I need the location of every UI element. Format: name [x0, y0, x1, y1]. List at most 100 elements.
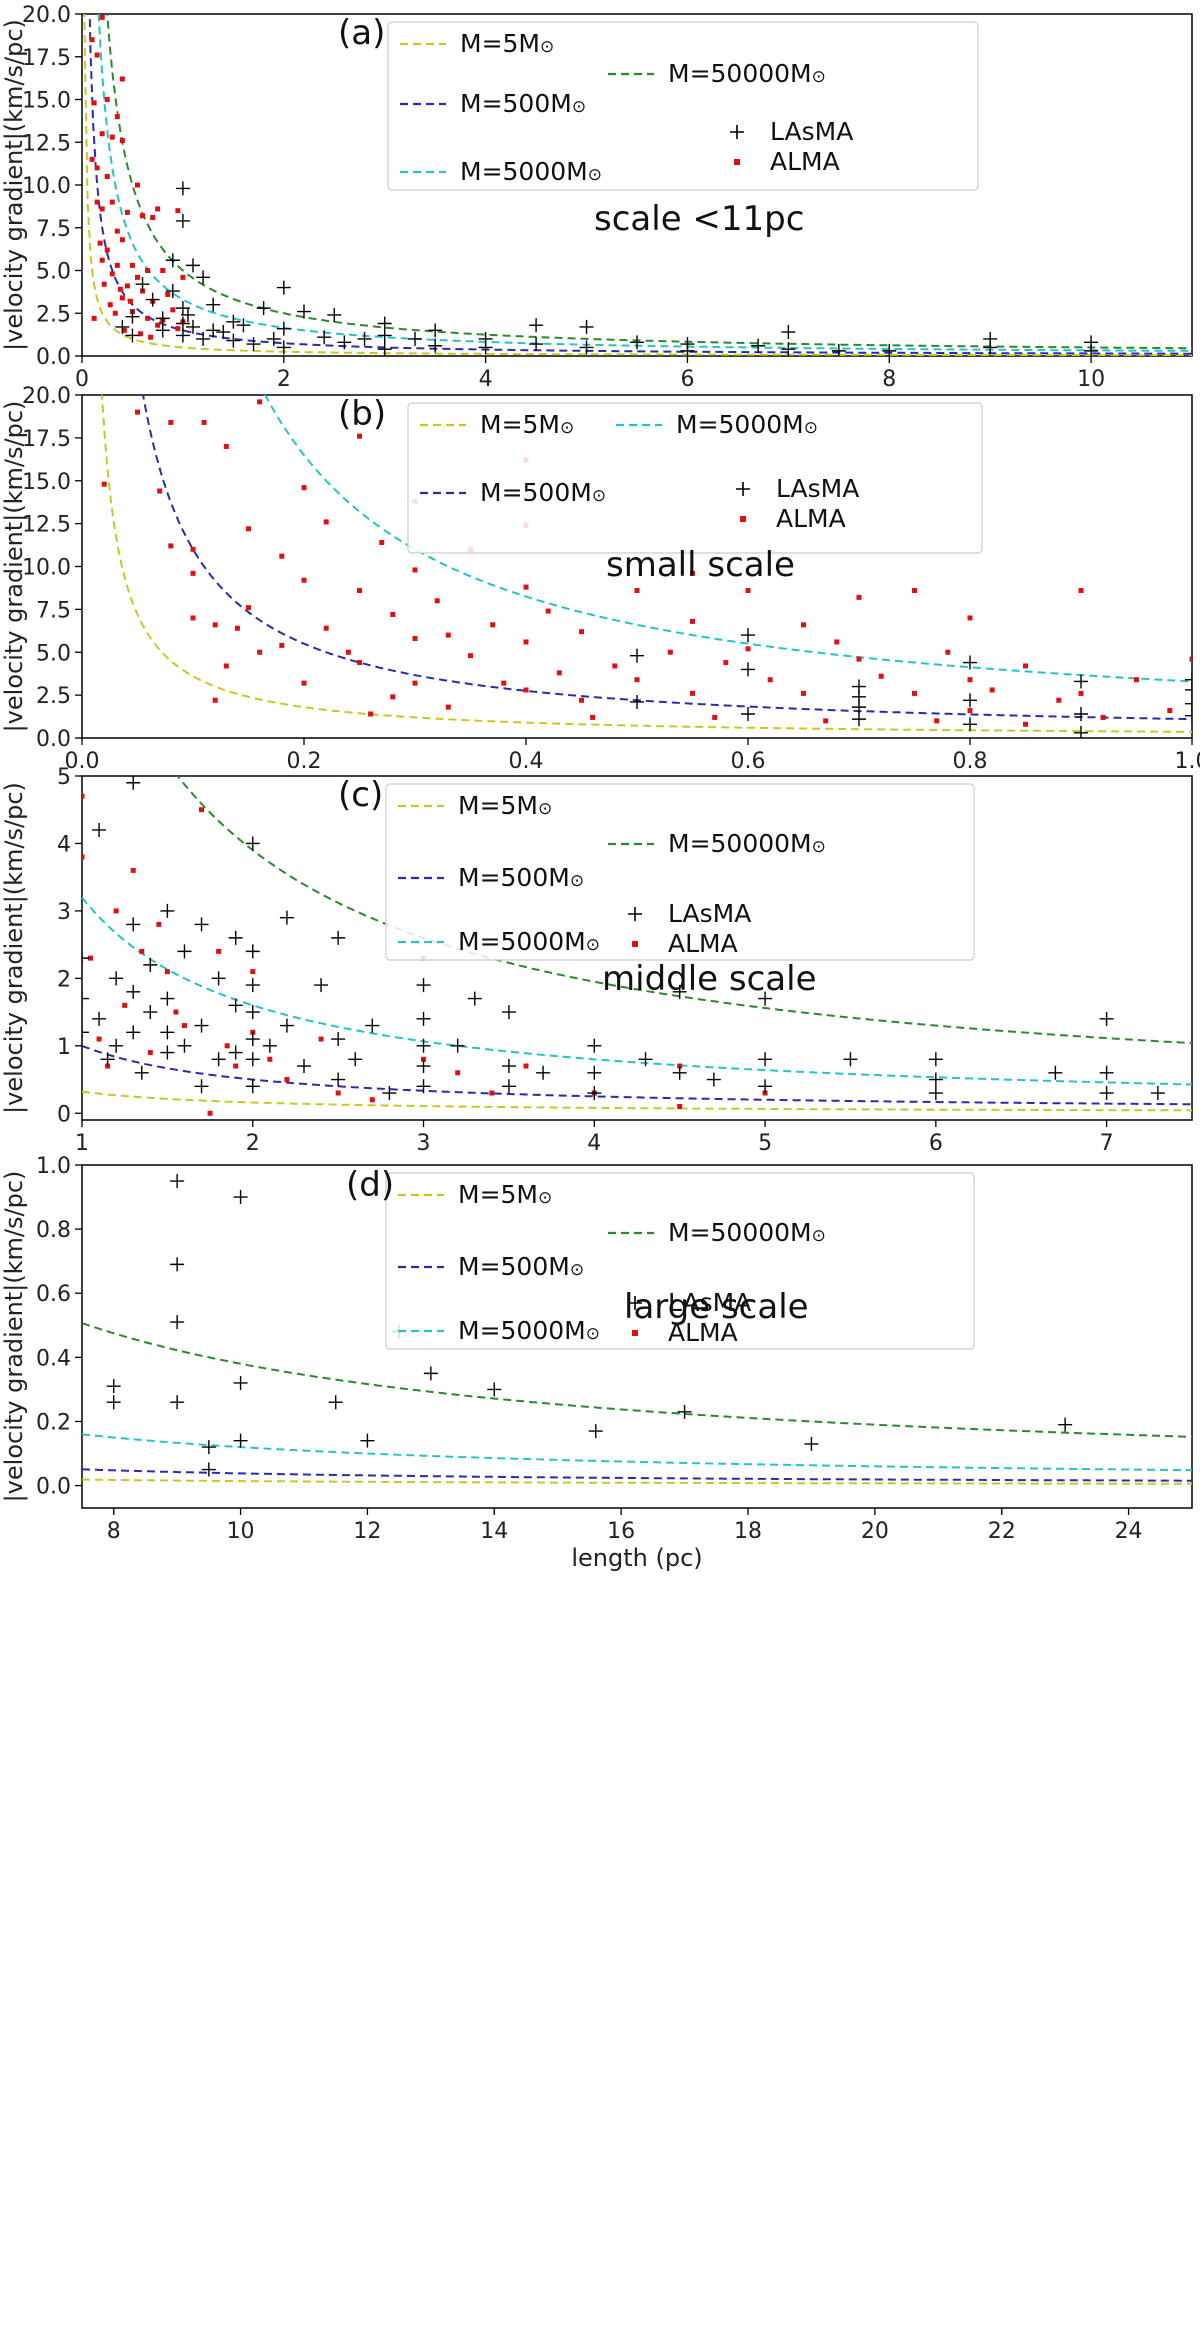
lasma-point [831, 343, 846, 356]
lasma-point [428, 338, 443, 353]
alma-point [579, 629, 584, 635]
scale-label: small scale [606, 545, 795, 585]
legend-label: ALMA [668, 1318, 738, 1347]
alma-point [912, 588, 917, 594]
y-tick-label: 0.6 [36, 1282, 71, 1307]
lasma-point [331, 1032, 346, 1047]
lasma-point [1058, 1417, 1073, 1432]
legend-label: M=5M⊙ [458, 1180, 552, 1209]
lasma-point [337, 335, 352, 350]
lasma-point [155, 323, 170, 338]
lasma-point [741, 628, 755, 643]
alma-point [490, 622, 496, 628]
x-tick-label: 6 [680, 367, 694, 392]
alma-point [99, 131, 105, 137]
alma-point [318, 1036, 324, 1042]
panel-a: 0 2 4 6 8 10 0.0 2.5 5.0 7.5 10.0 12.5 15.0 17.5 20.0|… [0, 3, 1193, 392]
legend-label: LAsMA [668, 1288, 751, 1317]
alma-point [267, 1056, 273, 1062]
x-tick-label: 22 [988, 1519, 1016, 1544]
lasma-point [638, 1052, 653, 1067]
lasma-point [245, 978, 260, 993]
alma-point [379, 539, 385, 545]
alma-point [199, 807, 205, 813]
lasma-point [314, 978, 329, 993]
lasma-point [82, 951, 89, 966]
lasma-point [175, 181, 190, 196]
lasma-point [126, 984, 141, 999]
y-tick-label: 2.5 [36, 302, 71, 327]
alma-point [523, 584, 529, 590]
y-tick-label: 2 [57, 967, 71, 992]
alma-point [175, 208, 181, 214]
msun-symbol: ⊙ [572, 97, 586, 117]
lasma-point [501, 1079, 516, 1094]
alma-point [135, 182, 140, 188]
alma-point [94, 199, 100, 205]
alma-point [155, 206, 161, 212]
lasma-point [331, 1072, 346, 1087]
lasma-point [423, 1366, 438, 1381]
lasma-point [928, 1072, 943, 1087]
lasma-point [145, 292, 160, 307]
lasma-point [630, 335, 644, 350]
alma-point [109, 134, 115, 140]
lasma-point [377, 328, 392, 343]
lasma-point [377, 316, 392, 331]
lasma-point [450, 1038, 465, 1053]
lasma-point [1185, 708, 1192, 723]
y-tick-label: 7.5 [36, 598, 71, 623]
alma-point [677, 1104, 683, 1110]
mass-curve-1 [88, 14, 1192, 355]
x-tick-label: 0.0 [65, 749, 100, 774]
lasma-point [587, 1065, 602, 1080]
alma-point [91, 315, 97, 321]
alma-point [181, 1023, 187, 1029]
x-tick-label: 10 [1077, 367, 1105, 392]
alma-point [104, 173, 110, 179]
alma-point [140, 213, 146, 219]
lasma-point [194, 917, 209, 932]
alma-point [156, 921, 162, 927]
alma-point [634, 677, 640, 683]
legend-label: ALMA [770, 147, 840, 176]
alma-point [124, 209, 130, 215]
legend-label: M=5M⊙ [460, 29, 554, 58]
lasma-point [246, 337, 261, 352]
lasma-point [160, 903, 175, 918]
y-tick-label: 1 [57, 1035, 71, 1060]
lasma-point [741, 662, 755, 677]
lasma-point [196, 270, 211, 285]
alma-point [135, 274, 140, 280]
lasma-point [245, 1005, 260, 1020]
panel-letter: (c) [338, 775, 383, 815]
lasma-point [416, 1059, 431, 1074]
lasma-point [125, 309, 140, 324]
alma-point [94, 52, 100, 58]
alma-point [119, 138, 125, 144]
alma-point [190, 570, 196, 576]
alma-point [1100, 714, 1106, 720]
y-tick-label: 15.0 [22, 470, 71, 495]
legend-label: LAsMA [770, 117, 853, 146]
x-tick-label: 1 [75, 1131, 89, 1156]
lasma-point [170, 1174, 185, 1189]
lasma-point [1185, 696, 1192, 711]
lasma-point [228, 930, 243, 945]
alma-point [1023, 663, 1028, 669]
y-tick-label: 17.5 [22, 46, 71, 71]
mass-curve-1 [82, 1044, 1192, 1106]
alma-point [1189, 656, 1192, 662]
panel-d: 8 10 12 14 16 18 20 22 24 0.0 0.2 0.4 0.6 0.8 1.0 |velo… [0, 1154, 1193, 1572]
alma-point [545, 608, 551, 614]
alma-point [412, 567, 418, 573]
msun-symbol: ⊙ [570, 871, 584, 891]
y-tick-label: 0.0 [36, 345, 71, 370]
alma-point [165, 291, 171, 297]
x-tick-label: 4 [587, 1131, 601, 1156]
lasma-point [165, 253, 180, 268]
alma-point [612, 663, 618, 669]
x-tick-label: 14 [480, 1519, 508, 1544]
alma-point [1056, 697, 1062, 703]
